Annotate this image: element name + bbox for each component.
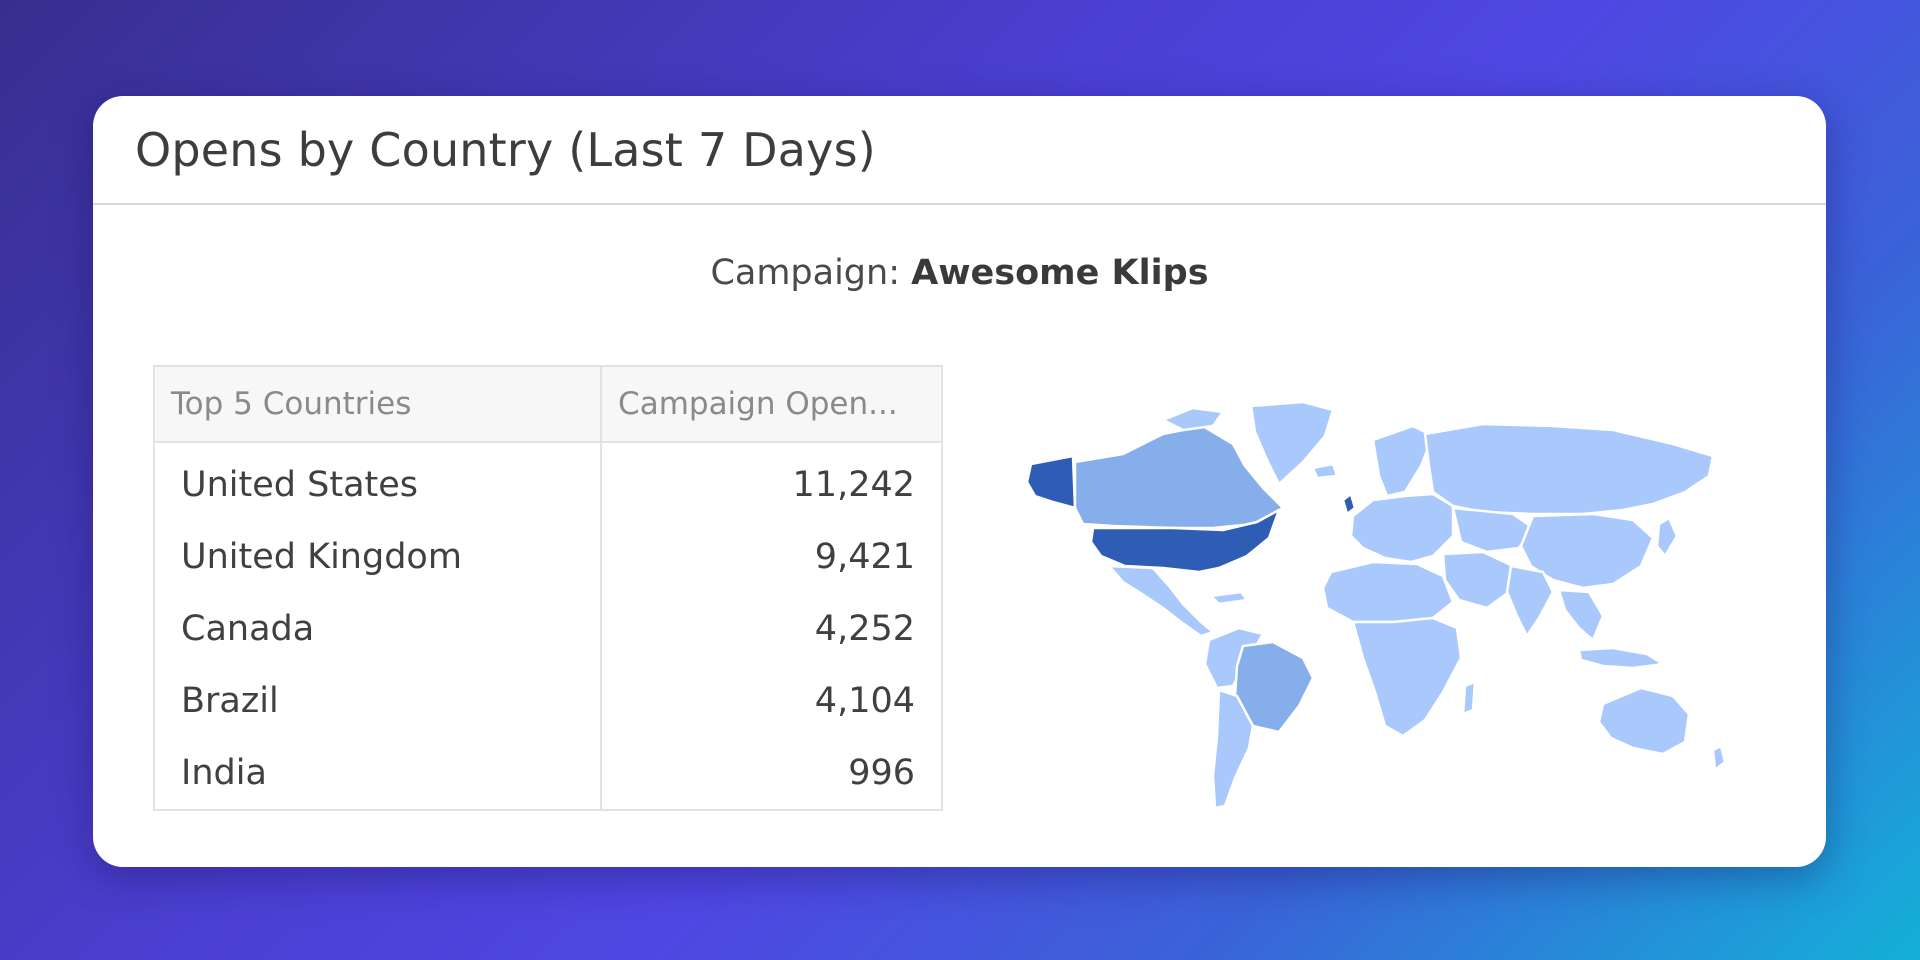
table-row: United Kingdom 9,421 — [154, 521, 942, 593]
map-region-caribbean[interactable] — [1209, 590, 1249, 606]
map-region-iceland[interactable] — [1311, 462, 1339, 480]
table-row: United States 11,242 — [154, 442, 942, 521]
map-region-india[interactable] — [1505, 564, 1555, 638]
column-header-country[interactable]: Top 5 Countries — [154, 366, 603, 443]
map-region-southern-cone[interactable] — [1211, 688, 1255, 810]
opens-cell: 11,242 — [792, 465, 915, 505]
map-region-central-asia[interactable] — [1451, 506, 1535, 554]
table-row: Canada 4,252 — [154, 593, 942, 665]
table-header-row: Top 5 Countries Campaign Open... — [154, 366, 942, 443]
widget-header: Opens by Country (Last 7 Days) — [93, 96, 1826, 205]
map-region-china[interactable] — [1519, 512, 1655, 590]
map-region-united-kingdom[interactable] — [1341, 492, 1357, 516]
campaign-name: Awesome Klips — [911, 253, 1209, 293]
map-region-new-zealand[interactable] — [1711, 744, 1727, 772]
map-region-middle-east[interactable] — [1441, 550, 1515, 610]
opens-cell: 4,104 — [814, 681, 915, 721]
map-region-north-africa[interactable] — [1321, 560, 1455, 624]
map-region-mexico[interactable] — [1107, 564, 1215, 638]
world-map-svg — [1025, 400, 1727, 810]
map-region-scandinavia[interactable] — [1371, 424, 1435, 498]
campaign-label: Campaign: — [710, 253, 912, 293]
map-region-indonesia[interactable] — [1577, 646, 1665, 670]
map-region-sub-saharan-africa[interactable] — [1351, 616, 1463, 738]
map-region-japan[interactable] — [1655, 516, 1679, 558]
country-cell: India — [154, 737, 603, 810]
map-region-greenland[interactable] — [1249, 400, 1335, 486]
country-cell: Brazil — [154, 665, 603, 737]
map-region-southeast-asia[interactable] — [1557, 588, 1605, 642]
map-region-alaska[interactable] — [1025, 454, 1077, 510]
widget-title: Opens by Country (Last 7 Days) — [135, 122, 876, 177]
opens-cell: 4,252 — [814, 609, 915, 649]
campaign-subtitle: Campaign: Awesome Klips — [93, 253, 1826, 293]
map-region-arctic-islands[interactable] — [1161, 406, 1225, 432]
map-region-australia[interactable] — [1597, 686, 1691, 756]
top-countries-table: Top 5 Countries Campaign Open... United … — [153, 365, 943, 811]
opens-cell: 9,421 — [814, 537, 915, 577]
country-cell: United Kingdom — [154, 521, 603, 593]
widget-card: Opens by Country (Last 7 Days) Campaign:… — [93, 96, 1826, 867]
world-map[interactable] — [1013, 396, 1753, 866]
opens-cell: 996 — [848, 753, 915, 793]
map-region-russia[interactable] — [1423, 422, 1715, 516]
map-region-europe[interactable] — [1349, 492, 1455, 564]
map-region-united-states[interactable] — [1089, 508, 1281, 574]
table-row: Brazil 4,104 — [154, 665, 942, 737]
country-cell: United States — [154, 442, 603, 521]
table-row: India 996 — [154, 737, 942, 810]
column-header-opens[interactable]: Campaign Open... — [601, 366, 942, 443]
map-region-canada[interactable] — [1073, 424, 1285, 530]
map-region-brazil[interactable] — [1233, 640, 1315, 734]
country-cell: Canada — [154, 593, 603, 665]
map-region-madagascar[interactable] — [1461, 680, 1477, 716]
